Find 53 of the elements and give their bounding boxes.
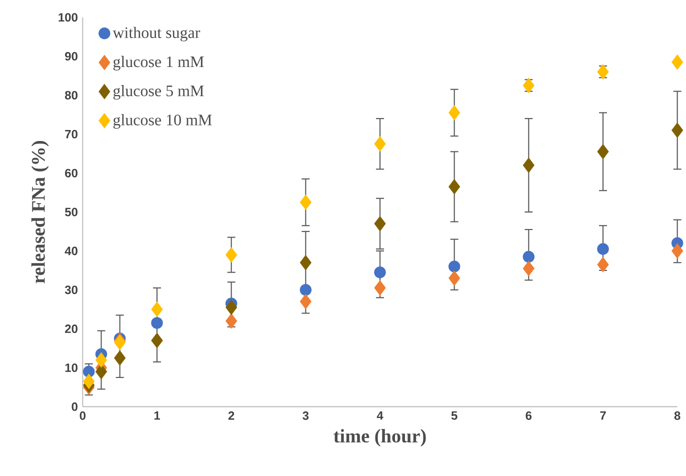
x-tick-label: 4 (376, 411, 384, 420)
y-axis-title: released FNa (%) (31, 141, 49, 284)
y-tick-label: 90 (65, 52, 78, 61)
point (448, 179, 460, 194)
point (226, 313, 238, 329)
point (374, 216, 386, 232)
point (151, 317, 163, 329)
x-tick-label: 8 (674, 411, 680, 420)
y-tick-label: 100 (58, 13, 78, 22)
point (300, 255, 312, 270)
legend-label: glucose 1 mM (113, 56, 204, 70)
legend-label: glucose 5 mM (113, 85, 204, 100)
x-tick-label: 3 (302, 411, 309, 420)
x-tick-label: 6 (526, 411, 532, 420)
point (95, 364, 108, 380)
y-tick-label: 80 (64, 90, 78, 100)
point (226, 247, 238, 262)
point (226, 300, 238, 315)
point (597, 256, 609, 272)
y-tick-label: 0 (72, 402, 78, 411)
point (374, 280, 386, 296)
point (95, 352, 108, 368)
point (597, 144, 609, 160)
point (374, 266, 386, 278)
point (522, 158, 534, 173)
point (83, 374, 95, 389)
x-tick-label: 7 (600, 411, 606, 420)
point (114, 350, 126, 366)
point (300, 294, 312, 310)
y-tick-label: 30 (64, 286, 78, 294)
point (522, 250, 535, 263)
point (522, 260, 534, 276)
y-tick-label: 70 (65, 130, 78, 138)
y-tick-label: 40 (64, 246, 78, 256)
y-tick-label: 50 (64, 208, 78, 216)
x-tick-label: 1 (154, 411, 160, 420)
y-tick-label: 10 (65, 363, 78, 372)
x-tick-label: 2 (228, 411, 234, 420)
point (448, 270, 460, 286)
point (300, 284, 312, 296)
point (374, 136, 386, 152)
point (448, 105, 460, 120)
point (151, 302, 163, 317)
point (597, 243, 609, 255)
point (300, 194, 312, 210)
legend-label: without sugar (112, 26, 200, 42)
legend-label: glucose 10 mM (113, 114, 212, 129)
x-axis-title: time (hour) (334, 429, 426, 446)
y-tick-label: 20 (65, 324, 78, 334)
x-tick-label: 0 (80, 411, 86, 420)
y-tick-label: 60 (65, 168, 78, 178)
point (448, 260, 460, 272)
x-tick-label: 5 (451, 411, 458, 420)
